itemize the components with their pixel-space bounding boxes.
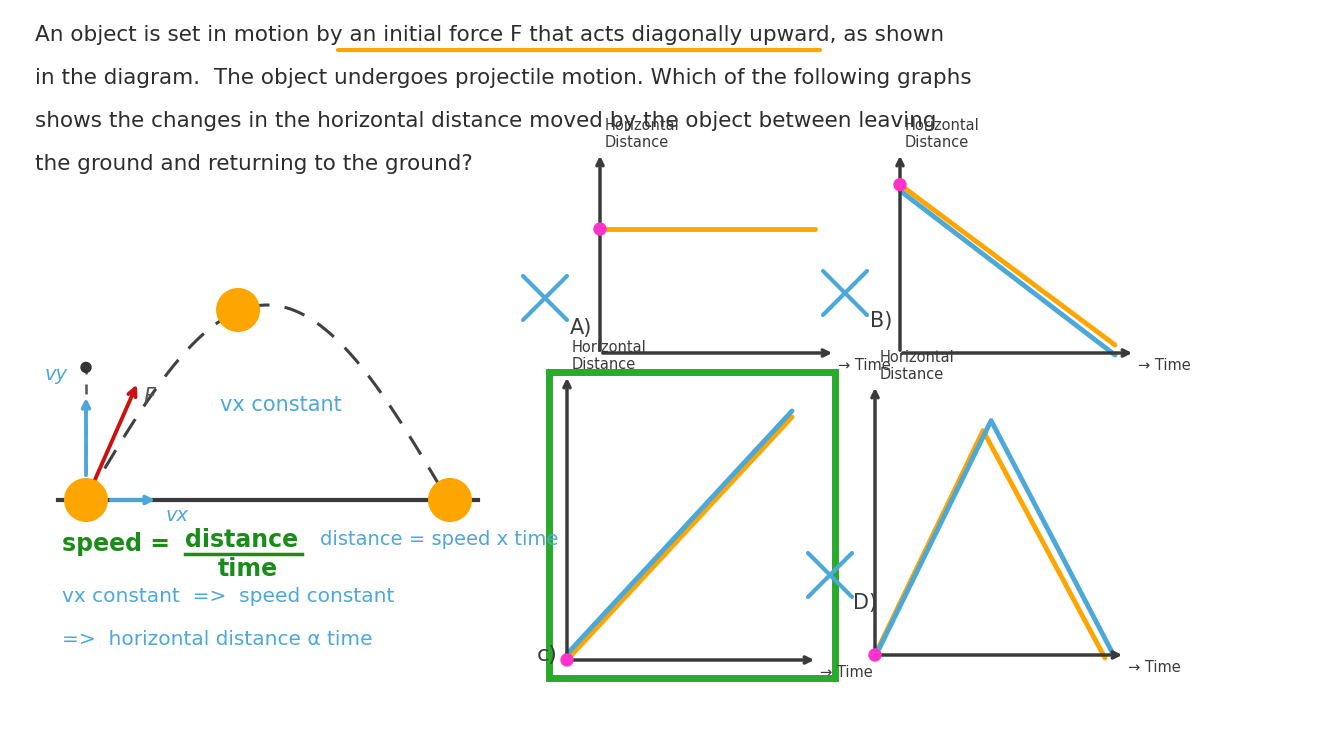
Text: shows the changes in the horizontal distance moved by the object between leaving: shows the changes in the horizontal dist… bbox=[35, 111, 937, 131]
Text: An object is set in motion by an initial force F that acts diagonally upward, as: An object is set in motion by an initial… bbox=[35, 25, 943, 45]
Text: =>  horizontal distance α time: => horizontal distance α time bbox=[62, 630, 372, 649]
Text: → Time: → Time bbox=[1128, 660, 1181, 675]
Text: time: time bbox=[218, 557, 278, 581]
Text: the ground and returning to the ground?: the ground and returning to the ground? bbox=[35, 154, 473, 174]
Text: speed =: speed = bbox=[62, 532, 169, 556]
Text: Horizontal
Distance: Horizontal Distance bbox=[605, 118, 680, 150]
Text: F: F bbox=[142, 387, 155, 407]
Circle shape bbox=[65, 478, 108, 522]
Text: → Time: → Time bbox=[1138, 358, 1191, 373]
Text: → Time: → Time bbox=[820, 665, 872, 680]
Text: distance = speed x time: distance = speed x time bbox=[320, 530, 558, 549]
Text: vy: vy bbox=[44, 365, 69, 385]
Text: in the diagram.  The object undergoes projectile motion. Which of the following : in the diagram. The object undergoes pro… bbox=[35, 68, 972, 88]
Text: Horizontal
Distance: Horizontal Distance bbox=[573, 339, 646, 372]
Circle shape bbox=[81, 362, 91, 373]
Text: A): A) bbox=[570, 318, 593, 338]
Text: B): B) bbox=[870, 311, 892, 331]
Text: D): D) bbox=[853, 593, 878, 613]
Text: vx constant: vx constant bbox=[220, 395, 341, 415]
Circle shape bbox=[427, 478, 472, 522]
Circle shape bbox=[894, 178, 906, 191]
Circle shape bbox=[216, 288, 259, 332]
Text: vx: vx bbox=[167, 506, 190, 525]
Text: vx constant  =>  speed constant: vx constant => speed constant bbox=[62, 587, 394, 606]
Text: → Time: → Time bbox=[839, 358, 891, 373]
Text: c): c) bbox=[538, 645, 558, 665]
Circle shape bbox=[870, 649, 882, 661]
Text: distance: distance bbox=[185, 528, 298, 552]
Circle shape bbox=[594, 223, 606, 235]
Circle shape bbox=[560, 654, 573, 666]
Text: Horizontal
Distance: Horizontal Distance bbox=[880, 349, 954, 382]
Text: Horizontal
Distance: Horizontal Distance bbox=[905, 118, 980, 150]
